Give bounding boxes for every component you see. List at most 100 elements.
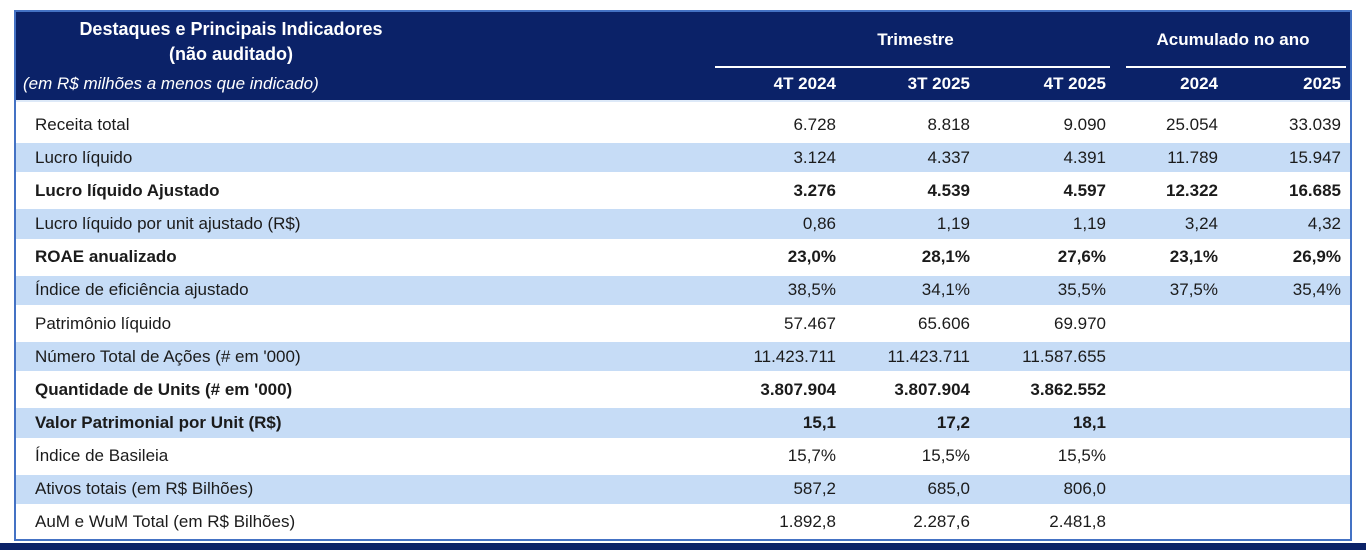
- row-cell: [1116, 309, 1228, 338]
- row-label: Receita total: [35, 114, 130, 134]
- row-cell: 15,5%: [921, 446, 970, 466]
- row-label: ROAE anualizado: [35, 247, 177, 267]
- row-cell: 6.728: [793, 114, 836, 134]
- column-group-acumulado: Acumulado no ano: [1116, 12, 1350, 68]
- row-cell: 1.892,8: [779, 512, 836, 532]
- row-cell: 15.947: [1228, 143, 1350, 173]
- row-cell: 15,1: [715, 408, 846, 438]
- table-row: Índice de eficiência ajustado 38,5% 34,1…: [16, 274, 1350, 307]
- row-label: Lucro líquido Ajustado: [35, 180, 220, 200]
- table-row: Lucro líquido por unit ajustado (R$) 0,8…: [16, 207, 1350, 240]
- row-cell: 34,1%: [846, 275, 980, 305]
- row-cell: 587,2: [715, 474, 846, 504]
- row-cell: [1116, 408, 1228, 438]
- row-cell: 11.587.655: [980, 342, 1116, 372]
- table-row: ROAE anualizado 23,0% 28,1% 27,6% 23,1% …: [16, 241, 1350, 274]
- table-body: Receita total 6.728 8.818 9.090 25.054 3…: [16, 100, 1350, 539]
- row-cell: [1228, 408, 1350, 438]
- table-title-cell: Destaques e Principais Indicadores (não …: [16, 12, 715, 68]
- row-cell: 3.862.552: [1030, 379, 1106, 399]
- row-cell: [1228, 375, 1350, 404]
- row-cell: 23,0%: [787, 247, 836, 267]
- row-cell: 25.054: [1166, 114, 1218, 134]
- row-cell: 3.807.904: [894, 379, 970, 399]
- bottom-accent-bar: [0, 543, 1366, 550]
- row-cell: 38,5%: [715, 275, 846, 305]
- row-cell: 2.481,8: [1049, 512, 1106, 532]
- row-cell: [1228, 442, 1350, 471]
- table-row: Patrimônio líquido 57.467 65.606 69.970: [16, 307, 1350, 340]
- row-cell: 28,1%: [921, 247, 970, 267]
- row-cell: 57.467: [784, 313, 836, 333]
- row-cell: 3.124: [715, 143, 846, 173]
- row-label: Número Total de Ações (# em '000): [16, 342, 715, 372]
- row-cell: 2.287,6: [913, 512, 970, 532]
- row-cell: 23,1%: [1169, 247, 1218, 267]
- row-cell: 27,6%: [1057, 247, 1106, 267]
- column-group-acumulado-label: Acumulado no ano: [1156, 30, 1310, 49]
- row-cell: 1,19: [846, 209, 980, 239]
- row-label: Índice de eficiência ajustado: [16, 275, 715, 305]
- row-cell: 3.276: [793, 180, 836, 200]
- row-cell: [1228, 474, 1350, 504]
- row-cell: [1116, 442, 1228, 471]
- row-cell: [1116, 508, 1228, 537]
- row-cell: 8.818: [927, 114, 970, 134]
- row-label: Ativos totais (em R$ Bilhões): [16, 474, 715, 504]
- row-cell: 35,4%: [1228, 275, 1350, 305]
- row-label: Valor Patrimonial por Unit (R$): [16, 408, 715, 438]
- column-header-2025: 2025: [1303, 74, 1341, 93]
- table-row: Lucro líquido Ajustado 3.276 4.539 4.597…: [16, 174, 1350, 207]
- row-cell: 33.039: [1289, 114, 1341, 134]
- group-underline: [1126, 66, 1346, 68]
- table-row: Lucro líquido 3.124 4.337 4.391 11.789 1…: [16, 141, 1350, 174]
- row-cell: 4.597: [1063, 180, 1106, 200]
- row-cell: 806,0: [980, 474, 1116, 504]
- group-underline: [715, 66, 1110, 68]
- row-cell: 17,2: [846, 408, 980, 438]
- table-title-line1: Destaques e Principais Indicadores: [79, 19, 383, 39]
- row-label: Patrimônio líquido: [35, 313, 172, 333]
- units-note: (em R$ milhões a menos que indicado): [23, 74, 319, 93]
- row-cell: 15,5%: [1057, 446, 1106, 466]
- row-cell: 26,9%: [1292, 247, 1341, 267]
- table-row: Número Total de Ações (# em '000) 11.423…: [16, 340, 1350, 373]
- table-header: Destaques e Principais Indicadores (não …: [16, 12, 1350, 100]
- column-header-3t2025: 3T 2025: [907, 74, 970, 93]
- indicators-table: Destaques e Principais Indicadores (não …: [14, 10, 1352, 541]
- row-cell: 11.423.711: [846, 342, 980, 372]
- row-label: Quantidade de Units (# em '000): [35, 379, 293, 399]
- row-cell: 11.423.711: [715, 342, 846, 372]
- column-header-2024: 2024: [1180, 74, 1218, 93]
- table-row: Índice de Basileia 15,7% 15,5% 15,5%: [16, 440, 1350, 473]
- table-row: Ativos totais (em R$ Bilhões) 587,2 685,…: [16, 473, 1350, 506]
- row-cell: 37,5%: [1116, 275, 1228, 305]
- row-label: Lucro líquido: [16, 143, 715, 173]
- row-cell: 65.606: [918, 313, 970, 333]
- row-cell: 35,5%: [980, 275, 1116, 305]
- table-rows: Receita total 6.728 8.818 9.090 25.054 3…: [16, 108, 1350, 539]
- row-label: Lucro líquido por unit ajustado (R$): [16, 209, 715, 239]
- row-cell: [1116, 474, 1228, 504]
- row-cell: 11.789: [1116, 143, 1228, 173]
- row-label: Índice de Basileia: [35, 446, 169, 466]
- row-cell: 3.807.904: [760, 379, 836, 399]
- row-cell: 16.685: [1289, 180, 1341, 200]
- column-group-trimestre-label: Trimestre: [877, 30, 954, 49]
- row-cell: 0,86: [715, 209, 846, 239]
- table-title-line2: (não auditado): [169, 44, 293, 64]
- row-cell: 4.391: [980, 143, 1116, 173]
- row-cell: 9.090: [1063, 114, 1106, 134]
- table-title: Destaques e Principais Indicadores (não …: [16, 13, 446, 67]
- header-body-divider: [16, 100, 1350, 108]
- column-header-4t2025: 4T 2025: [1043, 74, 1106, 93]
- row-cell: 685,0: [846, 474, 980, 504]
- row-cell: [1116, 342, 1228, 372]
- row-label: AuM e WuM Total (em R$ Bilhões): [35, 512, 296, 532]
- column-group-trimestre: Trimestre: [715, 12, 1116, 68]
- row-cell: 69.970: [1054, 313, 1106, 333]
- table-row: Quantidade de Units (# em '000) 3.807.90…: [16, 373, 1350, 406]
- row-cell: 1,19: [980, 209, 1116, 239]
- table-row: Receita total 6.728 8.818 9.090 25.054 3…: [16, 108, 1350, 141]
- row-cell: 12.322: [1166, 180, 1218, 200]
